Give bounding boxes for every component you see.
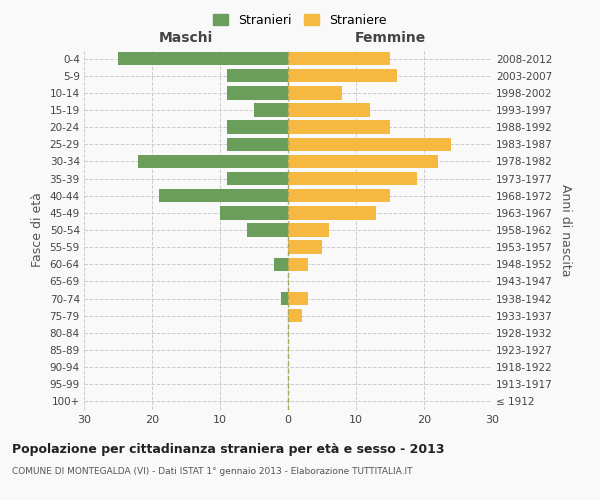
Text: COMUNE DI MONTEGALDA (VI) - Dati ISTAT 1° gennaio 2013 - Elaborazione TUTTITALIA: COMUNE DI MONTEGALDA (VI) - Dati ISTAT 1… — [12, 468, 413, 476]
Y-axis label: Fasce di età: Fasce di età — [31, 192, 44, 268]
Bar — [288, 172, 417, 186]
Bar — [227, 86, 288, 100]
Text: Popolazione per cittadinanza straniera per età e sesso - 2013: Popolazione per cittadinanza straniera p… — [12, 442, 445, 456]
Bar — [288, 206, 376, 220]
Bar — [288, 258, 308, 271]
Bar — [227, 138, 288, 151]
Bar — [288, 292, 308, 306]
Bar — [288, 154, 437, 168]
Bar — [288, 240, 322, 254]
Bar — [288, 224, 329, 236]
Bar — [288, 104, 370, 117]
Bar — [247, 224, 288, 236]
Y-axis label: Anni di nascita: Anni di nascita — [559, 184, 572, 276]
Bar — [274, 258, 288, 271]
Bar — [288, 52, 390, 66]
Legend: Stranieri, Straniere: Stranieri, Straniere — [208, 8, 392, 32]
Bar — [288, 86, 343, 100]
Bar — [254, 104, 288, 117]
Bar — [227, 69, 288, 82]
Bar — [139, 154, 288, 168]
Bar — [288, 309, 302, 322]
Bar — [288, 120, 390, 134]
Text: Maschi: Maschi — [159, 31, 213, 45]
Bar — [281, 292, 288, 306]
Text: Femmine: Femmine — [355, 31, 425, 45]
Bar — [227, 120, 288, 134]
Bar — [118, 52, 288, 66]
Bar — [220, 206, 288, 220]
Bar — [288, 138, 451, 151]
Bar — [227, 172, 288, 186]
Bar — [288, 69, 397, 82]
Bar — [159, 189, 288, 202]
Bar — [288, 189, 390, 202]
